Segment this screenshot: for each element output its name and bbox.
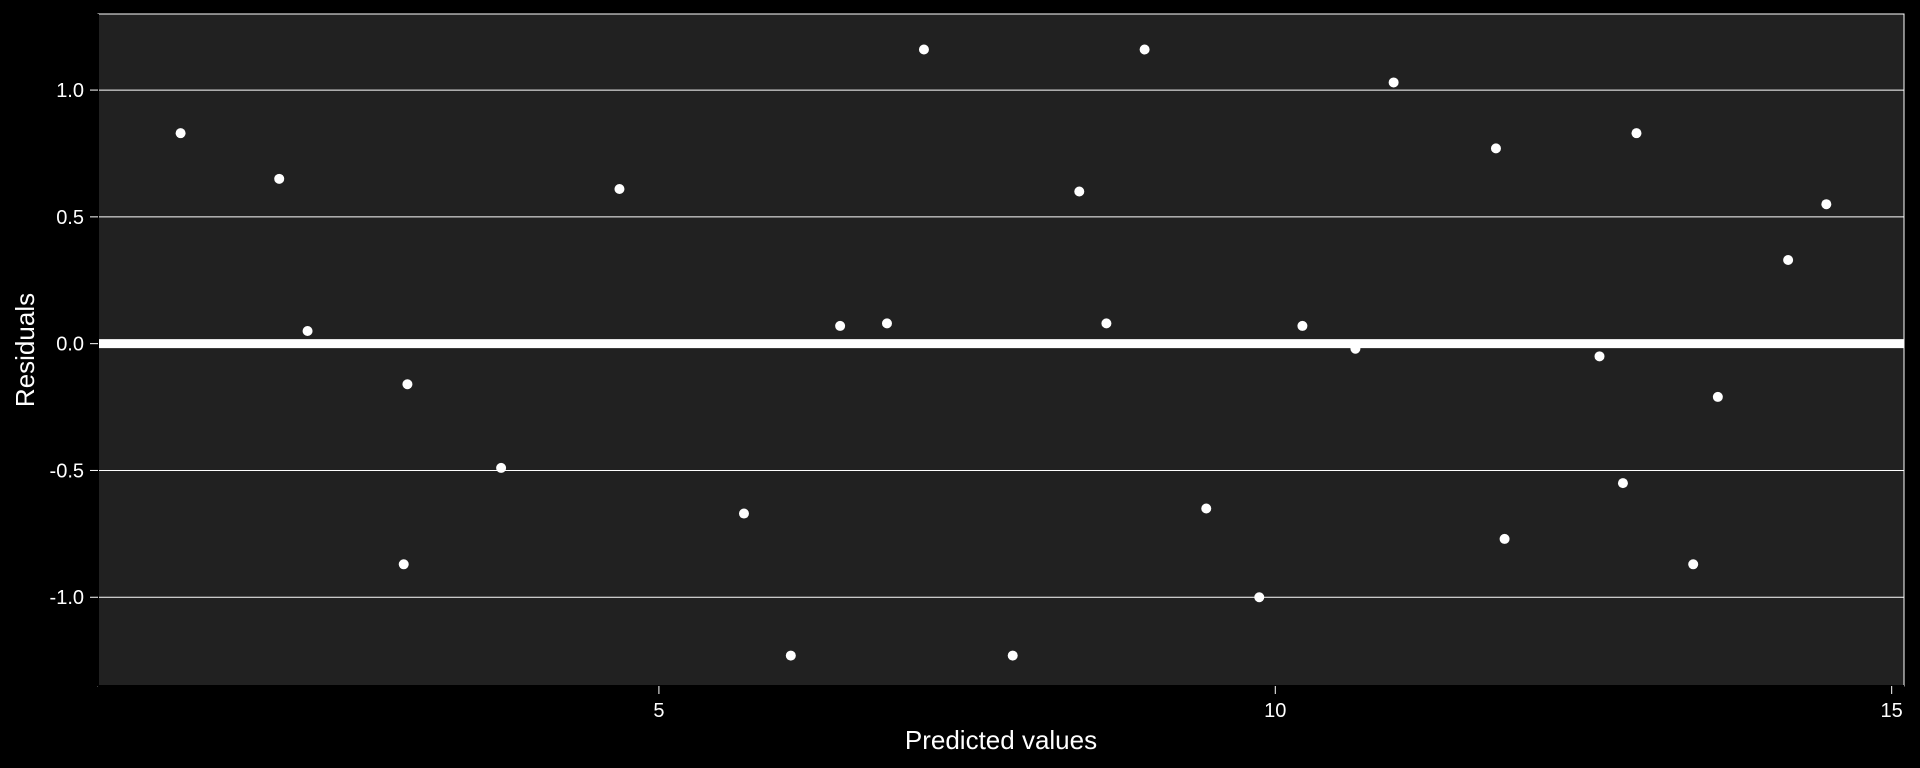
y-tick-label: -0.5 xyxy=(50,460,84,482)
data-point xyxy=(1297,320,1308,331)
data-point xyxy=(614,183,625,194)
data-point xyxy=(1821,199,1832,210)
data-point xyxy=(1254,592,1265,603)
data-point xyxy=(1712,391,1723,402)
y-tick-label: 1.0 xyxy=(56,80,84,102)
data-point xyxy=(1007,650,1018,661)
data-point xyxy=(881,318,892,329)
data-point xyxy=(1101,318,1112,329)
data-point xyxy=(1631,128,1642,139)
y-axis-ticks: -1.0 -0.5 0.0 0.5 1.0 xyxy=(50,80,98,609)
data-point xyxy=(1499,533,1510,544)
data-point xyxy=(302,325,313,336)
x-axis-title: Predicted values xyxy=(905,725,1097,755)
x-axis-ticks: 5 10 15 xyxy=(653,686,1903,722)
data-point xyxy=(785,650,796,661)
data-point xyxy=(1783,254,1794,265)
x-tick-label: 10 xyxy=(1264,700,1286,722)
data-point xyxy=(835,320,846,331)
data-point xyxy=(738,508,749,519)
data-point xyxy=(1688,559,1699,570)
data-point xyxy=(918,44,929,55)
plot-panel xyxy=(97,13,1905,687)
y-tick-label: 0.0 xyxy=(56,334,84,356)
data-point xyxy=(274,173,285,184)
data-point xyxy=(1074,186,1085,197)
y-tick-label: 0.5 xyxy=(56,207,84,229)
x-tick-label: 5 xyxy=(653,700,664,722)
data-point xyxy=(175,128,186,139)
data-point xyxy=(398,559,409,570)
data-point xyxy=(1139,44,1150,55)
x-tick-label: 15 xyxy=(1881,700,1903,722)
data-point xyxy=(1201,503,1212,514)
data-point xyxy=(402,379,413,390)
grid-lines xyxy=(98,89,1904,598)
y-tick-label: -1.0 xyxy=(50,587,84,609)
data-point xyxy=(1617,478,1628,489)
data-point xyxy=(1350,343,1361,354)
data-point xyxy=(1594,351,1605,362)
data-point xyxy=(1388,77,1399,88)
data-point xyxy=(1490,143,1501,154)
data-point xyxy=(496,462,507,473)
data-points xyxy=(175,44,1832,661)
y-axis-title: Residuals xyxy=(10,293,40,407)
